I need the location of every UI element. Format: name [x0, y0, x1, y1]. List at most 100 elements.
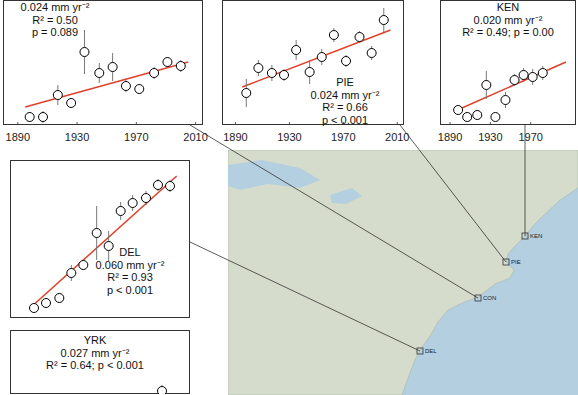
x-tick [17, 122, 18, 125]
panel-title: KEN [497, 1, 520, 13]
data-point [116, 207, 125, 216]
panel: YRK0.027 mm yr⁻²R² = 0.64; p < 0.001 [11, 331, 190, 395]
panel: DEL0.060 mm yr⁻²R² = 0.93p < 0.001 [11, 161, 190, 318]
data-point [92, 229, 101, 238]
x-tick-label: 1970 [331, 131, 355, 143]
panel-title: PIE [336, 76, 354, 88]
data-point [280, 71, 289, 80]
data-point [67, 269, 76, 278]
trend-line [25, 62, 188, 107]
annotation: p < 0.001 [322, 114, 368, 126]
x-tick [136, 122, 137, 125]
data-point [538, 69, 547, 78]
data-point [79, 261, 88, 270]
plot-area [158, 385, 167, 394]
annotation: R² = 0.50 [32, 14, 78, 26]
data-point [55, 294, 64, 303]
x-tick-label: 1890 [438, 131, 462, 143]
data-point [292, 46, 301, 55]
x-tick [289, 122, 290, 125]
x-tick [235, 122, 236, 125]
panel-title: DEL [119, 246, 140, 258]
data-point [379, 16, 388, 25]
panel-frame [11, 331, 190, 394]
data-point [166, 182, 175, 191]
site-label: KEN [530, 233, 542, 239]
data-point [367, 49, 376, 58]
data-point [254, 64, 263, 73]
data-point [108, 63, 117, 72]
panel-frame [4, 1, 203, 125]
data-point [121, 82, 130, 91]
data-point [317, 53, 326, 62]
site-label: DEL [425, 348, 437, 354]
x-tick-label: 1890 [223, 131, 247, 143]
data-point [482, 81, 491, 90]
lake [330, 188, 362, 204]
annotation: p < 0.001 [107, 284, 153, 296]
site-marker [503, 259, 509, 265]
connector [190, 242, 420, 351]
annotation: p = 0.089 [32, 26, 78, 38]
x-tick [397, 122, 398, 125]
plot-area [242, 8, 391, 107]
data-point [163, 58, 172, 67]
data-point [176, 62, 185, 71]
annotation: 0.027 mm yr⁻² [61, 347, 130, 359]
data-point [104, 242, 113, 251]
site-marker [417, 348, 423, 354]
panel-frame [11, 161, 190, 318]
x-tick [530, 122, 531, 125]
x-tick [77, 122, 78, 125]
x-tick-label: 1930 [277, 131, 301, 143]
figure: KEN PIE CON DEL 0.024 mm yr⁻² R² = 0.50p = 0.… [0, 0, 578, 395]
data-point [42, 299, 51, 308]
panel: KEN0.020 mm yr⁻²R² = 0.49; p = 0.0018901… [438, 1, 576, 144]
annotation: R² = 0.64; p < 0.001 [46, 359, 144, 371]
data-point [473, 111, 482, 120]
annotation: R² = 0.93 [107, 271, 153, 283]
x-tick [490, 122, 491, 125]
x-tick [450, 122, 451, 125]
data-point [128, 199, 137, 208]
trend-line [30, 176, 177, 308]
x-tick-label: 2010 [183, 131, 207, 143]
plot-area [454, 62, 566, 122]
panel-title: YRK [84, 334, 107, 346]
panel-frame [223, 1, 404, 125]
plot-area [25, 30, 188, 123]
data-point [519, 71, 528, 80]
data-point [154, 181, 163, 190]
ocean [228, 150, 578, 395]
data-point [242, 89, 251, 98]
data-point [463, 113, 472, 122]
annotation: R² = 0.49; p = 0.00 [462, 26, 554, 38]
data-point [355, 33, 364, 42]
data-point [528, 73, 537, 82]
panel-frame [441, 1, 576, 125]
data-point [67, 99, 76, 108]
trend-line [242, 30, 390, 87]
data-point [39, 113, 48, 122]
x-tick-label: 1930 [65, 131, 89, 143]
data-point [342, 57, 351, 66]
connector [400, 125, 506, 262]
annotation: 0.024 mm yr⁻² [311, 89, 380, 101]
land [228, 150, 578, 395]
data-point [142, 194, 151, 203]
data-point [158, 387, 167, 395]
x-tick-label: 1970 [124, 131, 148, 143]
site-label: PIE [511, 259, 521, 265]
x-tick [195, 122, 196, 125]
map [228, 150, 578, 395]
data-point [30, 304, 39, 313]
site-marker [522, 233, 528, 239]
data-point [135, 85, 144, 94]
x-tick-label: 1930 [478, 131, 502, 143]
site-label: CON [483, 295, 496, 301]
data-point [491, 113, 500, 122]
x-tick-label: 1890 [6, 131, 30, 143]
data-point [501, 96, 510, 105]
data-point [80, 48, 89, 57]
annotation: 0.060 mm yr⁻² [96, 259, 165, 271]
